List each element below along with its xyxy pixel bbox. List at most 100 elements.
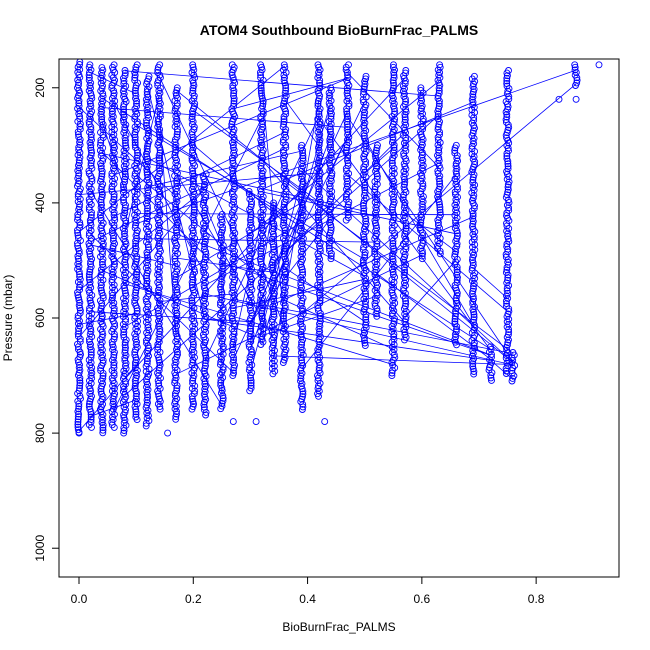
data-point bbox=[132, 333, 140, 341]
data-point bbox=[121, 170, 129, 178]
connector-line bbox=[404, 212, 457, 252]
data-point bbox=[98, 328, 106, 336]
data-point bbox=[132, 374, 140, 382]
data-point bbox=[131, 87, 139, 95]
connector-line bbox=[147, 86, 206, 320]
data-point bbox=[76, 138, 84, 146]
data-point bbox=[99, 424, 107, 432]
data-point bbox=[155, 307, 162, 315]
data-point bbox=[85, 247, 93, 255]
data-point bbox=[98, 312, 106, 320]
data-point bbox=[143, 248, 151, 256]
data-point bbox=[109, 234, 117, 242]
data-point bbox=[87, 144, 95, 152]
data-point bbox=[143, 88, 151, 96]
data-point bbox=[154, 377, 162, 385]
data-point bbox=[155, 335, 163, 343]
data-point bbox=[98, 188, 106, 196]
data-point bbox=[87, 408, 95, 416]
data-point bbox=[144, 399, 151, 407]
data-point bbox=[156, 167, 164, 175]
data-point bbox=[156, 325, 164, 333]
data-point bbox=[121, 346, 129, 354]
data-point bbox=[131, 359, 139, 367]
data-point bbox=[121, 341, 129, 349]
data-point bbox=[133, 304, 141, 312]
data-point bbox=[85, 273, 93, 281]
data-point bbox=[75, 325, 82, 333]
data-point bbox=[131, 131, 139, 139]
data-point bbox=[121, 67, 129, 74]
data-point bbox=[87, 348, 95, 356]
data-point bbox=[97, 279, 105, 287]
data-point bbox=[74, 226, 81, 234]
data-point bbox=[75, 410, 83, 418]
connector-line bbox=[301, 168, 514, 363]
data-point bbox=[173, 125, 181, 133]
data-point bbox=[156, 296, 164, 304]
data-point bbox=[98, 310, 106, 318]
data-point bbox=[144, 241, 152, 249]
data-point bbox=[132, 82, 140, 89]
data-point bbox=[98, 183, 106, 191]
data-point bbox=[132, 219, 140, 227]
data-point bbox=[87, 328, 95, 335]
data-point bbox=[110, 208, 118, 216]
data-point bbox=[143, 375, 150, 383]
data-point bbox=[75, 402, 83, 410]
data-point bbox=[120, 424, 128, 432]
data-point bbox=[143, 396, 151, 404]
data-point bbox=[121, 416, 129, 424]
data-point bbox=[76, 299, 84, 307]
data-point bbox=[98, 172, 106, 180]
data-point bbox=[76, 348, 84, 356]
data-point bbox=[110, 258, 118, 266]
data-point bbox=[87, 131, 95, 139]
data-point bbox=[98, 227, 106, 235]
data-point bbox=[87, 258, 95, 266]
data-point bbox=[75, 400, 83, 408]
data-point bbox=[172, 146, 180, 154]
data-point bbox=[143, 212, 151, 220]
data-point bbox=[76, 270, 84, 278]
data-point bbox=[99, 372, 107, 380]
data-point bbox=[109, 395, 117, 403]
data-point bbox=[98, 170, 106, 178]
data-point bbox=[121, 227, 129, 235]
data-point bbox=[110, 348, 118, 356]
data-point bbox=[120, 282, 128, 289]
data-point bbox=[131, 71, 139, 79]
data-point bbox=[174, 128, 181, 136]
connector-line bbox=[90, 244, 177, 266]
data-point bbox=[143, 116, 150, 124]
data-point bbox=[156, 133, 164, 141]
data-point bbox=[155, 353, 163, 361]
data-point bbox=[144, 342, 152, 350]
chart-title: ATOM4 Southbound BioBurnFrac_PALMS bbox=[200, 22, 478, 38]
data-point bbox=[109, 398, 117, 405]
data-point bbox=[98, 69, 106, 77]
data-point bbox=[74, 252, 82, 260]
connector-line bbox=[204, 293, 514, 366]
data-point bbox=[155, 157, 163, 165]
data-point bbox=[120, 100, 128, 108]
data-point bbox=[87, 219, 94, 227]
data-point bbox=[133, 271, 140, 278]
data-point bbox=[98, 167, 106, 175]
data-point bbox=[87, 299, 95, 307]
data-point bbox=[120, 111, 128, 118]
data-point bbox=[76, 273, 84, 281]
data-point bbox=[120, 90, 128, 98]
data-point bbox=[154, 341, 162, 348]
data-point bbox=[121, 168, 129, 175]
data-point bbox=[132, 289, 140, 297]
data-point bbox=[110, 351, 118, 359]
data-point bbox=[144, 155, 152, 163]
data-point bbox=[144, 254, 152, 262]
data-point bbox=[156, 71, 164, 79]
data-point bbox=[131, 136, 139, 144]
data-point bbox=[110, 211, 118, 219]
data-point bbox=[155, 115, 163, 123]
data-point bbox=[143, 202, 151, 210]
